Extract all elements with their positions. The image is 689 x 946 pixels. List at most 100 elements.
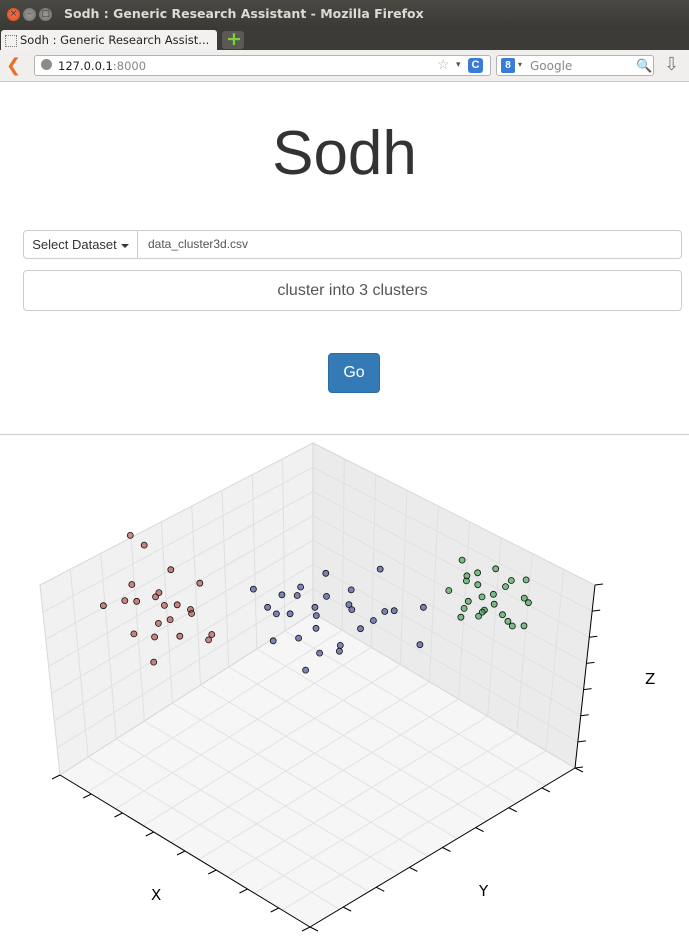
data-point bbox=[458, 556, 466, 564]
window-titlebar: × – □ Sodh : Generic Research Assistant … bbox=[0, 0, 689, 29]
data-point bbox=[322, 569, 330, 577]
data-point bbox=[474, 569, 482, 577]
query-input[interactable]: cluster into 3 clusters bbox=[23, 270, 682, 311]
back-grid-line bbox=[48, 515, 314, 667]
tab-label: Sodh : Generic Research Assist... bbox=[20, 33, 210, 47]
floor-grid-line bbox=[281, 750, 547, 911]
back-grid-line bbox=[341, 458, 345, 631]
back-grid-line bbox=[51, 539, 314, 695]
data-point bbox=[150, 658, 158, 666]
downloads-icon[interactable]: ⇩ bbox=[664, 54, 680, 74]
back-grid-line bbox=[42, 466, 314, 613]
data-point bbox=[369, 617, 377, 624]
data-point bbox=[316, 649, 324, 657]
data-point bbox=[478, 608, 486, 616]
window-maximize-icon[interactable]: □ bbox=[39, 8, 52, 21]
data-point bbox=[295, 634, 303, 642]
floor-grid-line bbox=[143, 664, 401, 827]
tab-active[interactable]: Sodh : Generic Research Assist... bbox=[1, 30, 217, 50]
x-tick bbox=[270, 907, 279, 913]
url-bar[interactable]: 127.0.0.1:8000 ☆ ▾ C bbox=[34, 55, 491, 76]
data-point bbox=[492, 565, 500, 573]
floor-grid-line bbox=[87, 629, 343, 793]
dataset-field[interactable]: data_cluster3d.csv bbox=[148, 237, 249, 251]
globe-icon bbox=[41, 59, 52, 70]
data-point bbox=[272, 610, 280, 618]
y-tick bbox=[574, 767, 584, 773]
y-tick bbox=[409, 866, 418, 872]
new-tab-button[interactable]: + bbox=[222, 28, 244, 50]
data-point bbox=[128, 581, 136, 588]
search-engine-dropdown-icon[interactable]: ▾ bbox=[518, 60, 523, 69]
back-grid-line bbox=[221, 490, 230, 668]
data-point bbox=[457, 613, 465, 621]
page-title: Sodh bbox=[272, 119, 417, 188]
window-close-icon[interactable]: × bbox=[7, 8, 20, 21]
floor-grid-line bbox=[200, 684, 458, 840]
search-icon[interactable]: 🔍 bbox=[636, 58, 653, 73]
data-point bbox=[390, 607, 398, 615]
x-tick bbox=[83, 793, 92, 799]
back-grid-line bbox=[45, 491, 314, 640]
x-tick bbox=[176, 850, 186, 856]
floor-grid-line bbox=[172, 702, 429, 857]
data-point bbox=[507, 577, 515, 584]
data-point bbox=[166, 616, 174, 624]
back-grid-line bbox=[399, 490, 408, 665]
data-point bbox=[126, 532, 134, 539]
floor-grid-line bbox=[170, 681, 430, 843]
y-tick bbox=[309, 926, 319, 932]
x-tick bbox=[301, 926, 311, 932]
floor-grid-line bbox=[87, 756, 340, 910]
data-point bbox=[167, 566, 175, 574]
back-grid-line bbox=[282, 458, 286, 632]
data-point bbox=[312, 612, 320, 620]
back-grid-line bbox=[191, 506, 202, 686]
url-text[interactable]: 127.0.0.1:8000 bbox=[58, 59, 146, 73]
z-tick bbox=[594, 583, 604, 586]
y-tick bbox=[442, 847, 451, 852]
data-point bbox=[520, 622, 528, 630]
data-point bbox=[347, 586, 355, 594]
window-minimize-icon[interactable]: – bbox=[23, 8, 36, 21]
back-button[interactable]: ❮ bbox=[6, 55, 22, 76]
navigation-toolbar: ❮ 127.0.0.1:8000 ☆ ▾ C 8 ▾ Google 🔍 ⇩ bbox=[0, 50, 689, 82]
data-point bbox=[357, 625, 364, 633]
data-point bbox=[376, 565, 384, 573]
z-tick bbox=[580, 714, 589, 717]
data-point bbox=[464, 597, 472, 605]
axis-ticks bbox=[51, 583, 604, 932]
data-point bbox=[445, 587, 453, 594]
data-point bbox=[504, 617, 512, 625]
data-point bbox=[196, 579, 204, 587]
select-dataset-button[interactable]: Select Dataset bbox=[24, 231, 138, 258]
z-axis-label: Z bbox=[645, 670, 655, 688]
data-point bbox=[478, 593, 486, 601]
search-input[interactable]: Google bbox=[530, 59, 573, 73]
x-tick bbox=[51, 774, 61, 780]
data-point bbox=[100, 602, 107, 610]
url-history-dropdown-icon[interactable]: ▾ bbox=[456, 59, 461, 69]
search-bar[interactable]: 8 ▾ Google 🔍 bbox=[496, 55, 654, 76]
back-grid-line bbox=[251, 474, 258, 650]
floor-grid-line bbox=[284, 630, 546, 787]
back-grid-line bbox=[312, 466, 593, 612]
go-button[interactable]: Go bbox=[328, 353, 380, 393]
back-grid-line bbox=[516, 553, 533, 734]
back-grid-line bbox=[69, 569, 89, 758]
caret-down-icon bbox=[120, 243, 129, 248]
back-grid-line bbox=[428, 506, 439, 682]
y-tick bbox=[475, 827, 484, 833]
section-divider bbox=[0, 434, 689, 435]
z-tick bbox=[586, 661, 595, 664]
data-point bbox=[522, 576, 530, 584]
back-grid-line bbox=[130, 537, 145, 722]
data-point bbox=[173, 601, 181, 609]
google-engine-icon[interactable]: 8 bbox=[501, 58, 515, 73]
reload-button[interactable]: C bbox=[468, 58, 483, 73]
data-point bbox=[345, 601, 353, 609]
data-point bbox=[278, 591, 286, 599]
data-point bbox=[154, 619, 162, 627]
page-favicon-icon bbox=[5, 35, 17, 47]
bookmark-star-icon[interactable]: ☆ bbox=[437, 56, 450, 72]
